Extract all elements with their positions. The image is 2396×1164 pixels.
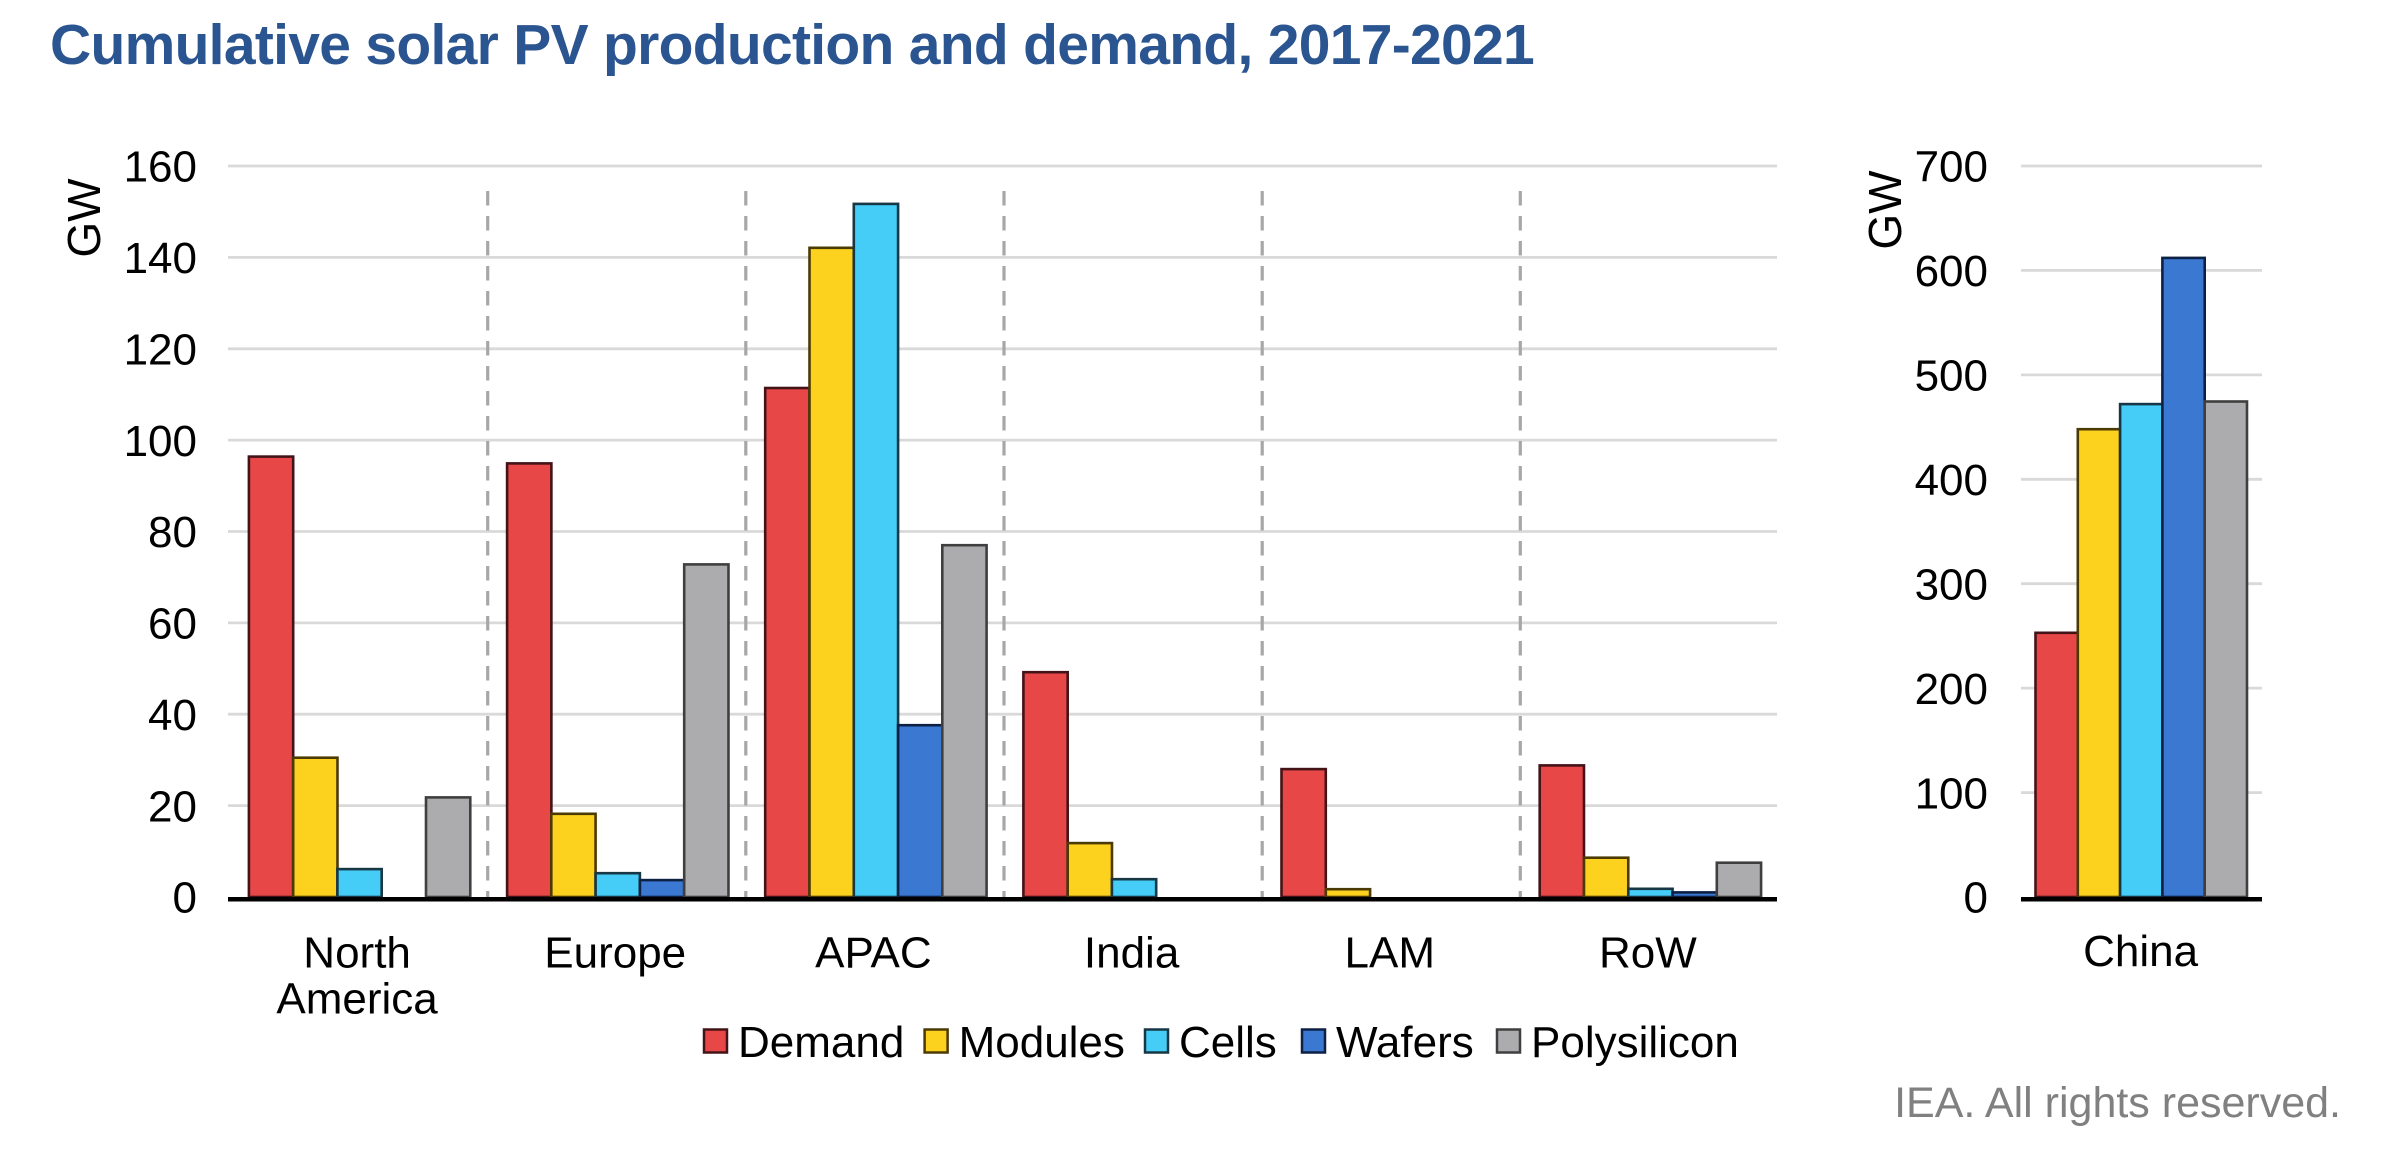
- svg-text:GW: GW: [58, 178, 110, 258]
- svg-text:Europe: Europe: [544, 929, 686, 978]
- svg-text:400: 400: [1915, 456, 1988, 505]
- svg-text:LAM: LAM: [1345, 929, 1435, 978]
- svg-text:0: 0: [1964, 874, 1988, 923]
- svg-text:100: 100: [124, 417, 197, 466]
- svg-text:China: China: [2083, 927, 2198, 976]
- svg-text:Modules: Modules: [959, 1018, 1125, 1067]
- svg-text:Polysilicon: Polysilicon: [1531, 1018, 1739, 1067]
- svg-text:60: 60: [148, 600, 197, 649]
- svg-text:300: 300: [1915, 560, 1988, 609]
- svg-text:America: America: [276, 975, 438, 1024]
- svg-text:600: 600: [1915, 247, 1988, 296]
- svg-text:200: 200: [1915, 665, 1988, 714]
- svg-text:700: 700: [1915, 143, 1988, 192]
- svg-text:120: 120: [124, 325, 197, 374]
- svg-text:20: 20: [148, 782, 197, 831]
- svg-text:IEA. All rights reserved.: IEA. All rights reserved.: [1894, 1079, 2341, 1127]
- svg-text:North: North: [303, 929, 411, 978]
- svg-text:APAC: APAC: [815, 929, 932, 978]
- svg-text:India: India: [1084, 929, 1180, 978]
- svg-text:Demand: Demand: [738, 1018, 904, 1067]
- svg-text:Cells: Cells: [1179, 1018, 1277, 1067]
- svg-text:0: 0: [173, 874, 197, 923]
- svg-text:160: 160: [124, 143, 197, 192]
- svg-text:140: 140: [124, 234, 197, 283]
- svg-text:40: 40: [148, 691, 197, 740]
- svg-text:GW: GW: [1859, 170, 1911, 250]
- svg-text:RoW: RoW: [1599, 929, 1697, 978]
- svg-text:Cumulative solar PV production: Cumulative solar PV production and deman…: [50, 13, 1534, 77]
- svg-text:100: 100: [1915, 769, 1988, 818]
- svg-text:500: 500: [1915, 352, 1988, 401]
- svg-text:80: 80: [148, 508, 197, 557]
- svg-text:Wafers: Wafers: [1336, 1018, 1474, 1067]
